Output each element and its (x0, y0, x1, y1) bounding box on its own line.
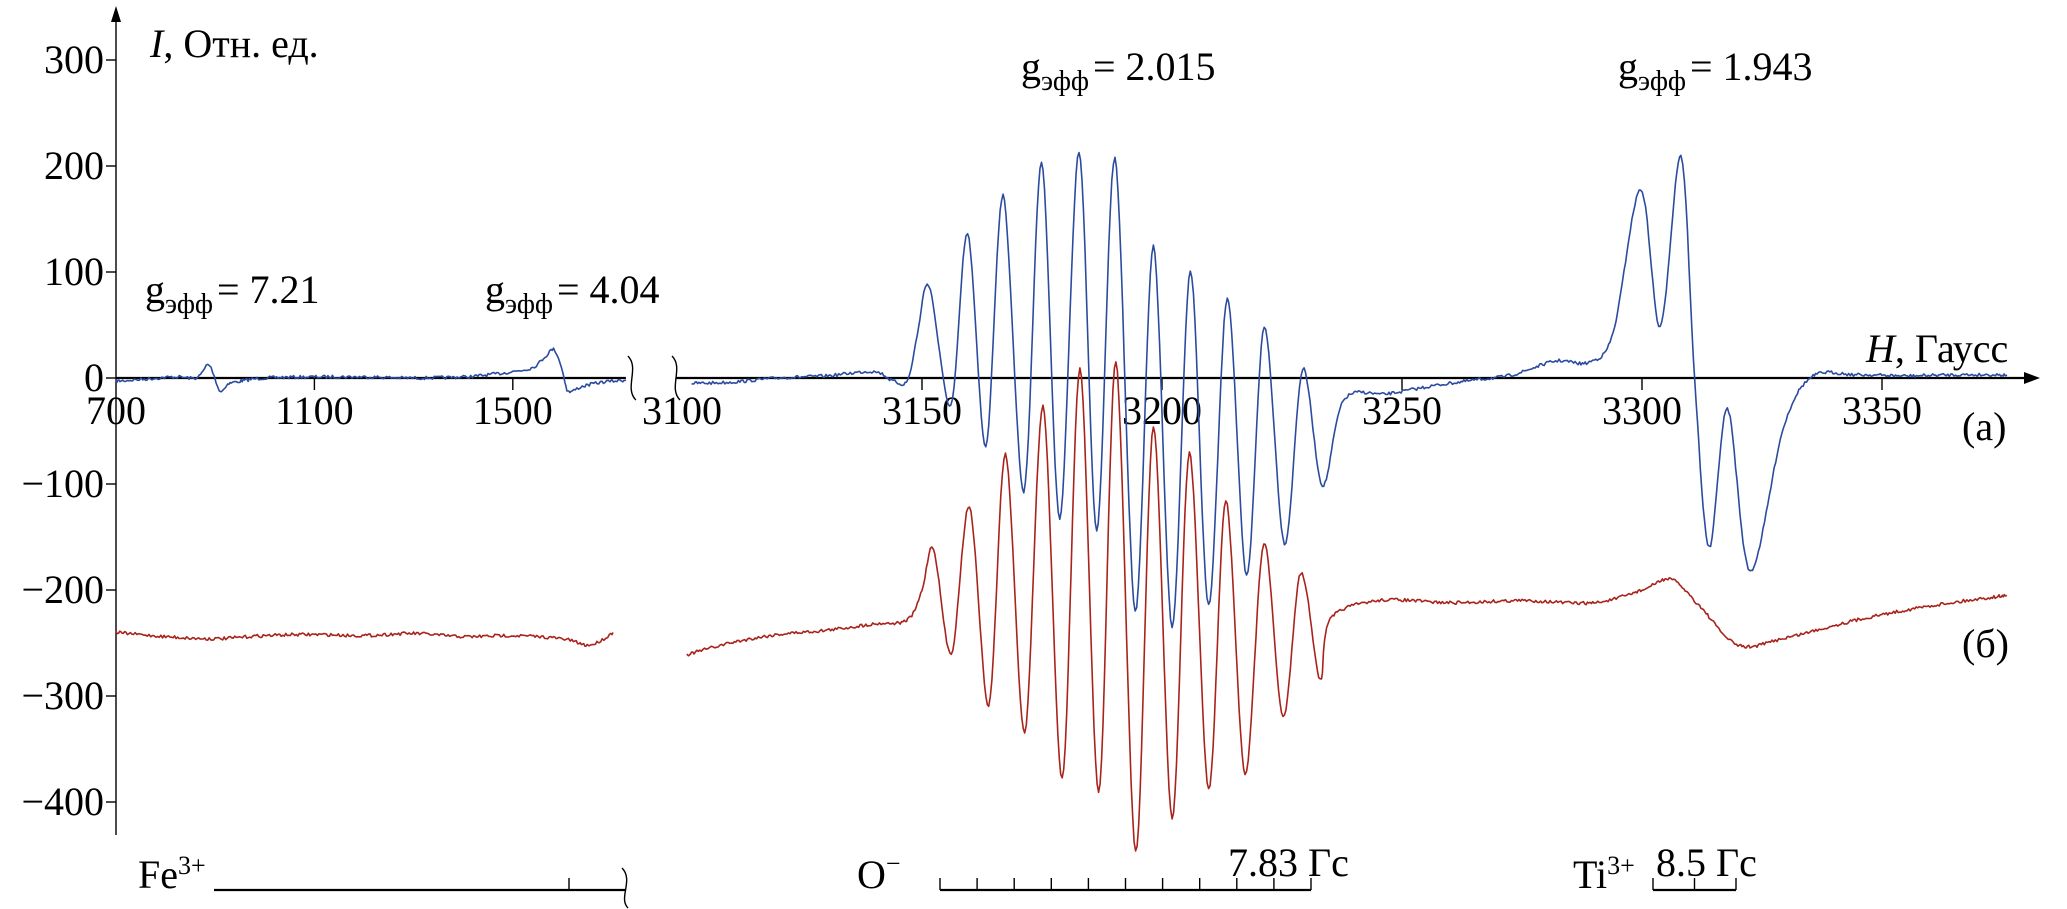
g-symbol: g (145, 267, 165, 312)
x-tick-label: 3150 (882, 388, 962, 433)
x-axis-symbol: H (1865, 326, 1897, 371)
scale-label-fe: Fe3+ (138, 851, 206, 897)
g-value: = 7.21 (217, 267, 320, 312)
y-tick-label: 0 (84, 355, 104, 400)
ion-symbol: O (857, 852, 886, 897)
ion-charge: 3+ (1607, 851, 1635, 880)
spectrum-a-segment-0 (115, 347, 627, 394)
scale-value-ti: 8.5 Гс (1656, 840, 1757, 885)
curve-label-a: (a) (1962, 404, 2006, 449)
y-tick-label: 100 (44, 249, 104, 294)
g-subscript: эфф (165, 289, 213, 320)
y-tick-label: −100 (21, 461, 104, 506)
g-factor-annotation: gэфф = 1.943 (1618, 44, 1813, 97)
x-tick-label: 3250 (1362, 388, 1442, 433)
x-axis-title: H, Гаусс (1865, 326, 2008, 371)
scale-label-ti: Ti3+ (1573, 851, 1635, 897)
g-subscript: эфф (1041, 66, 1089, 97)
y-axis-title: I, Отн. ед. (149, 21, 319, 66)
g-subscript: эфф (1638, 66, 1686, 97)
ion-symbol: Fe (138, 852, 178, 897)
scale-value-o: 7.83 Гс (1228, 840, 1349, 885)
y-axis-symbol: I (149, 21, 165, 66)
x-tick-label: 3350 (1842, 388, 1922, 433)
g-subscript: эфф (505, 289, 553, 320)
spectrum-a-segment-1 (691, 151, 2008, 629)
y-tick-label: 200 (44, 143, 104, 188)
g-factor-annotation: gэфф = 2.015 (1021, 44, 1216, 97)
scale-label-o: O− (857, 849, 901, 897)
g-factor-annotation: gэфф = 4.04 (485, 267, 660, 320)
g-factor-annotation: gэфф = 7.21 (145, 267, 320, 320)
g-symbol: g (1021, 44, 1041, 89)
axis-break-mark (627, 355, 637, 401)
y-tick-label: −200 (21, 567, 104, 612)
axis-break-mark (671, 355, 681, 401)
y-axis-unit: , Отн. ед. (163, 21, 318, 66)
spectrum-b-segment-1 (686, 361, 2008, 852)
y-axis-arrow (111, 6, 121, 22)
g-value: = 2.015 (1093, 44, 1216, 89)
fe-scale-break-mark (621, 867, 629, 909)
g-value: = 1.943 (1690, 44, 1813, 89)
axes: 300 200 100 0 −100 −200 −300 −400 700 1100 1500 310… (21, 6, 2040, 835)
x-tick-label: 700 (86, 388, 146, 433)
g-symbol: g (485, 267, 505, 312)
y-tick-label: −400 (21, 779, 104, 824)
ion-charge: − (886, 849, 901, 878)
spectrum-b-segment-0 (115, 630, 614, 647)
x-tick-label: 3100 (642, 388, 722, 433)
g-symbol: g (1618, 44, 1638, 89)
series-layer (115, 151, 2008, 852)
y-tick-label: 300 (44, 37, 104, 82)
scale-bars (214, 867, 1737, 909)
labels-layer: I, Отн. ед. H, Гаусс (a) (б) gэфф = 7.21 … (138, 21, 2009, 897)
g-value: = 4.04 (557, 267, 660, 312)
y-tick-label: −300 (21, 673, 104, 718)
ion-charge: 3+ (178, 851, 206, 880)
curve-label-b: (б) (1962, 621, 2009, 666)
x-tick-label: 1500 (473, 388, 553, 433)
x-axis-arrow (2024, 372, 2040, 384)
x-tick-label: 1100 (275, 388, 354, 433)
ion-symbol: Ti (1573, 852, 1607, 897)
x-axis-unit: , Гаусс (1895, 326, 2008, 371)
x-tick-label: 3300 (1602, 388, 1682, 433)
